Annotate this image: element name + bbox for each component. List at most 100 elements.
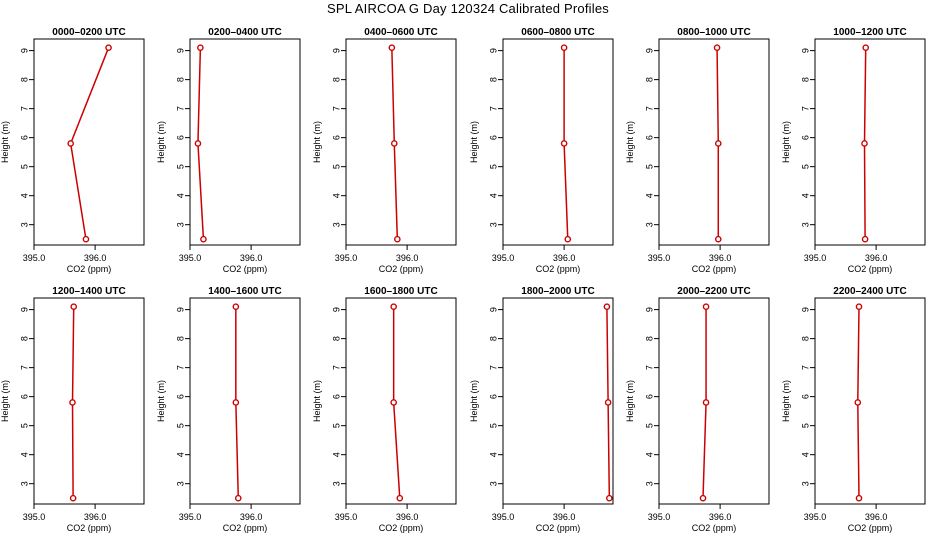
data-point [606, 494, 613, 502]
y-tick-label: 5 [175, 423, 185, 428]
x-tick-label: 395.0 [179, 253, 202, 263]
panel-title: 1800–2000 UTC [521, 286, 594, 297]
y-tick-label: 5 [19, 164, 29, 169]
y-tick-label: 9 [488, 48, 498, 53]
plot-frame [814, 38, 926, 246]
x-tick-label: 396.0 [240, 253, 263, 263]
x-axis-label: CO2 (ppm) [536, 264, 581, 274]
y-tick-label: 4 [331, 452, 341, 457]
data-point [390, 303, 397, 311]
panel-title: 0400–0600 UTC [364, 27, 437, 38]
data-point [714, 235, 722, 243]
y-tick-label: 9 [644, 48, 654, 53]
y-tick-label: 4 [488, 193, 498, 198]
data-point [854, 399, 862, 406]
y-axis-label: Height (m) [156, 380, 166, 422]
data-point [714, 140, 722, 147]
y-tick-label: 3 [175, 481, 185, 486]
y-tick-label: 9 [331, 48, 341, 53]
y-tick-label: 5 [175, 164, 185, 169]
y-tick-label: 8 [175, 336, 185, 341]
data-point [390, 399, 397, 406]
x-axis-label: CO2 (ppm) [692, 264, 737, 274]
data-point [713, 44, 721, 52]
plot-frame [189, 38, 301, 246]
x-tick-label: 396.0 [709, 512, 732, 522]
x-tick-label: 396.0 [84, 253, 107, 263]
y-tick-label: 8 [19, 336, 29, 341]
y-tick-label: 6 [175, 135, 185, 140]
y-tick-label: 4 [644, 452, 654, 457]
data-point [855, 303, 863, 311]
data-point [702, 399, 710, 406]
y-tick-label: 7 [19, 106, 29, 111]
data-point [699, 494, 707, 502]
x-tick-label: 395.0 [23, 253, 46, 263]
data-point [603, 303, 611, 311]
y-tick-label: 3 [488, 222, 498, 227]
data-point [197, 44, 204, 52]
x-axis-label: CO2 (ppm) [379, 523, 424, 533]
data-point [232, 399, 240, 406]
y-tick-label: 5 [644, 164, 654, 169]
data-point [396, 494, 404, 502]
data-point [234, 494, 242, 502]
data-point [82, 235, 90, 243]
y-tick-label: 3 [19, 222, 29, 227]
y-tick-label: 5 [488, 164, 498, 169]
x-tick-label: 396.0 [240, 512, 263, 522]
x-tick-label: 396.0 [396, 253, 419, 263]
x-tick-label: 396.0 [553, 253, 576, 263]
y-tick-label: 8 [175, 77, 185, 82]
panel-title: 0200–0400 UTC [208, 27, 281, 38]
y-tick-label: 6 [488, 394, 498, 399]
y-axis-label: Height (m) [312, 121, 322, 163]
y-tick-label: 7 [175, 106, 185, 111]
plot-frame [814, 297, 926, 505]
y-tick-label: 9 [488, 307, 498, 312]
x-tick-label: 395.0 [804, 512, 827, 522]
data-point [560, 44, 568, 52]
x-tick-label: 396.0 [709, 253, 732, 263]
plot-frame [345, 38, 457, 246]
y-tick-label: 3 [175, 222, 185, 227]
y-axis-label: Height (m) [781, 380, 791, 422]
data-point [861, 235, 869, 243]
y-tick-label: 7 [644, 365, 654, 370]
y-tick-label: 5 [644, 423, 654, 428]
y-axis-label: Height (m) [625, 121, 635, 163]
x-axis-label: CO2 (ppm) [67, 523, 112, 533]
y-tick-label: 8 [800, 336, 810, 341]
panel-title: 0600–0800 UTC [521, 27, 594, 38]
data-point [394, 235, 401, 243]
figure-title: SPL AIRCOA G Day 120324 Calibrated Profi… [327, 1, 609, 16]
data-point [67, 140, 74, 147]
panel-title: 1000–1200 UTC [833, 27, 906, 38]
y-tick-label: 8 [19, 77, 29, 82]
data-point [105, 44, 112, 52]
plot-frame [658, 38, 770, 246]
y-tick-label: 3 [331, 481, 341, 486]
y-tick-label: 7 [175, 365, 185, 370]
y-tick-label: 8 [488, 77, 498, 82]
y-tick-label: 7 [800, 365, 810, 370]
y-tick-label: 8 [331, 77, 341, 82]
y-tick-label: 6 [19, 135, 29, 140]
panel-title: 1600–1800 UTC [364, 286, 437, 297]
y-tick-label: 6 [644, 135, 654, 140]
x-axis-label: CO2 (ppm) [848, 264, 893, 274]
y-tick-label: 7 [19, 365, 29, 370]
y-tick-label: 8 [800, 77, 810, 82]
y-tick-label: 4 [331, 193, 341, 198]
panel-title: 1200–1400 UTC [52, 286, 125, 297]
panel-title: 0000–0200 UTC [52, 27, 125, 38]
x-tick-label: 396.0 [396, 512, 419, 522]
y-tick-label: 6 [800, 394, 810, 399]
